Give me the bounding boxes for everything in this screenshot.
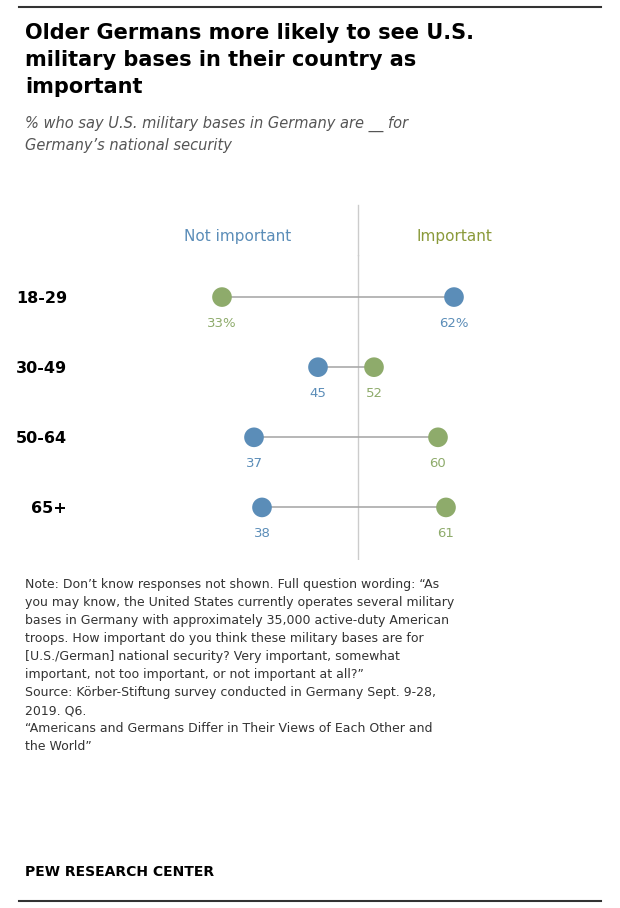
Text: 37: 37 (246, 457, 262, 470)
Text: Note: Don’t know responses not shown. Full question wording: “As
you may know, t: Note: Don’t know responses not shown. Fu… (25, 578, 454, 753)
Point (441, 500, 451, 515)
Text: 33%: 33% (207, 317, 237, 330)
Point (249, 430, 259, 445)
Text: military bases in their country as: military bases in their country as (25, 50, 416, 70)
Point (257, 500, 267, 515)
Text: important: important (25, 77, 143, 97)
Text: 38: 38 (254, 527, 270, 540)
Text: 52: 52 (366, 387, 383, 400)
Point (217, 290, 227, 304)
Point (433, 430, 443, 445)
Text: Not important: Not important (184, 229, 291, 244)
Text: PEW RESEARCH CENTER: PEW RESEARCH CENTER (25, 865, 214, 879)
Text: Older Germans more likely to see U.S.: Older Germans more likely to see U.S. (25, 23, 474, 43)
Text: 45: 45 (309, 387, 327, 400)
Text: 60: 60 (430, 457, 446, 470)
Text: % who say U.S. military bases in Germany are __ for
Germany’s national security: % who say U.S. military bases in Germany… (25, 116, 408, 153)
Point (449, 290, 459, 304)
Text: 61: 61 (438, 527, 454, 540)
Text: Important: Important (416, 229, 492, 244)
Point (369, 360, 379, 374)
Point (313, 360, 323, 374)
Text: 62%: 62% (439, 317, 469, 330)
